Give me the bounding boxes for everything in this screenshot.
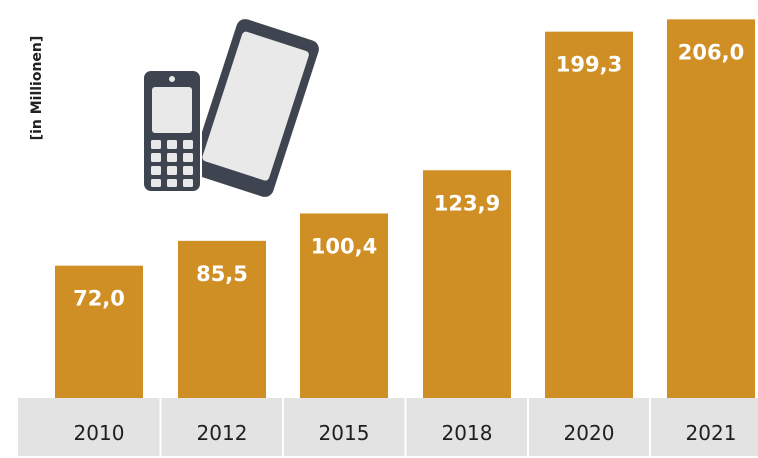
x-tick-label-2015: 2015 (319, 421, 370, 445)
bar-2015 (300, 213, 388, 398)
bars-group: 72,0 85,5 100,4 123,9 199,3 206,0 (55, 19, 755, 398)
x-tick-label-2012: 2012 (197, 421, 248, 445)
x-tick-label-2021: 2021 (686, 421, 737, 445)
value-label-2015: 100,4 (311, 234, 377, 258)
bar-2018 (423, 170, 511, 398)
bar-2021 (667, 19, 755, 398)
x-tick-label-2018: 2018 (442, 421, 493, 445)
y-axis-label: [in Millionen] (29, 36, 45, 141)
value-label-2020: 199,3 (556, 53, 622, 77)
x-tick-label-2020: 2020 (564, 421, 615, 445)
x-axis-ticks: 2010 2012 2015 2018 2020 2021 (74, 421, 737, 445)
mobile-phones-icon (142, 19, 319, 197)
value-label-2018: 123,9 (434, 191, 500, 215)
x-axis-band (18, 398, 758, 456)
bar-2012 (178, 240, 266, 398)
x-tick-label-2010: 2010 (74, 421, 125, 445)
value-label-2010: 72,0 (73, 287, 125, 311)
category-band (18, 398, 758, 456)
value-label-2021: 206,0 (678, 40, 744, 64)
value-label-2012: 85,5 (196, 262, 248, 286)
bar-2020 (545, 31, 633, 398)
bar-2010 (55, 265, 143, 398)
